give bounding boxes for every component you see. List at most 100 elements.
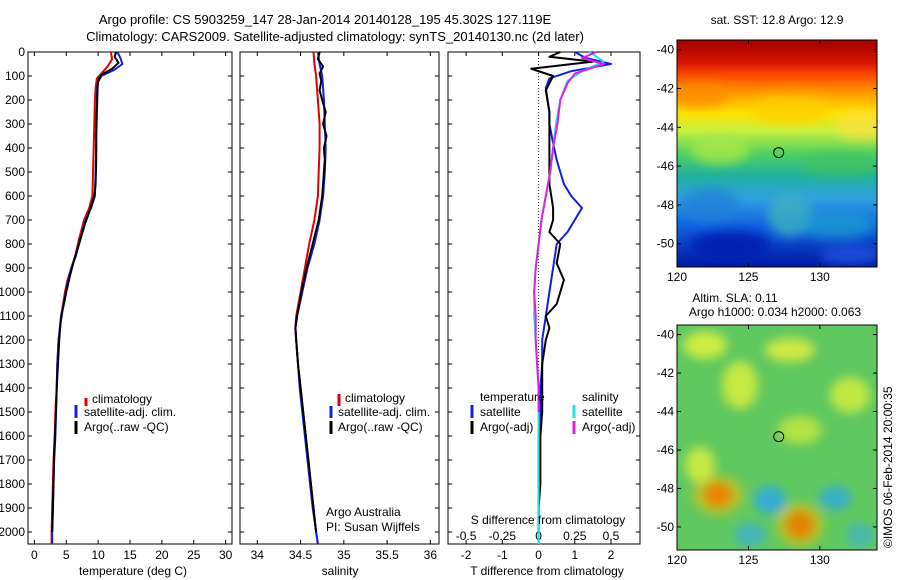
depth-tick-label: 1600	[0, 429, 25, 443]
argo-position-marker	[773, 431, 785, 443]
map-lat-label: -42	[657, 366, 675, 380]
diff-legend-temperature-title: temperature	[480, 390, 545, 404]
sla-low-patch-3	[734, 523, 766, 547]
salinity-axis-label: salinity	[322, 564, 359, 578]
difference-xtick-label: -2	[461, 548, 472, 562]
sla-map-frame	[676, 324, 878, 551]
difference-panel-frame	[447, 51, 641, 545]
map-lat-label: -44	[657, 405, 675, 419]
difference-xtick-label: 0	[535, 548, 542, 562]
depth-tick-label: 0	[18, 45, 25, 59]
s-difference-axis-label: S difference from climatology	[471, 513, 626, 527]
s-difference-tick-label: -0.5	[456, 529, 477, 543]
temperature-legend: climatology satellite-adj. clim. Argo(..…	[74, 392, 176, 434]
sal-legend-satellite-label: satellite-adj. clim.	[338, 405, 430, 419]
difference-legend: temperature satellite Argo(-adj) salinit…	[470, 390, 635, 434]
sla-low-patch-2	[819, 486, 851, 510]
depth-tick-label: 1100	[0, 309, 25, 323]
depth-tick-label: 200	[5, 93, 25, 107]
depth-tick-label: 1300	[0, 357, 25, 371]
map-lon-label: 120	[667, 270, 687, 284]
diff-legend-s-satellite-label: satellite	[582, 405, 623, 419]
sla-patch-5	[778, 416, 822, 444]
sla-patch-4	[830, 377, 870, 413]
map-lon-label: 125	[738, 553, 758, 567]
depth-tick-label: 700	[5, 213, 25, 227]
depth-tick-label: 900	[5, 261, 25, 275]
map-lat-label: -48	[657, 481, 675, 495]
map-lon-label: 125	[738, 270, 758, 284]
difference-series-group	[530, 51, 612, 544]
sst-warm-patch-1	[677, 83, 730, 107]
map-lat-label: -46	[657, 159, 675, 173]
sla-high-halo-1	[692, 475, 744, 515]
sla-low-patch-1	[754, 486, 786, 514]
temperature-xtick-label: 30	[219, 548, 233, 562]
difference-xtick-label: 2	[608, 548, 615, 562]
diff-legend-s-argo-label: Argo(-adj)	[582, 420, 635, 434]
s-difference-tick-label: 0.5	[603, 529, 620, 543]
map-lon-label: 120	[667, 553, 687, 567]
temperature-xtick-label: 15	[123, 548, 137, 562]
map-lat-label: -50	[657, 520, 675, 534]
depth-tick-label: 1400	[0, 381, 25, 395]
sla-heatmap	[677, 325, 877, 550]
salinity-panel-frame	[239, 51, 440, 545]
sst-cold-patch-2	[820, 245, 877, 265]
sla-heatmap-features	[683, 331, 874, 547]
map-lon-label: 130	[810, 553, 830, 567]
depth-tick-label: 600	[5, 189, 25, 203]
map-lat-label: -46	[657, 443, 675, 457]
series-line-argo-raw-qc-	[51, 51, 120, 533]
depth-tick-label: 2000	[0, 525, 25, 539]
depth-tick-label: 400	[5, 141, 25, 155]
salinity-xtick-label: 35.5	[375, 548, 399, 562]
sst-map-frame	[676, 39, 878, 268]
sst-warm-patch-2	[750, 96, 830, 124]
temperature-xtick-label: 25	[187, 548, 201, 562]
map-lat-label: -44	[657, 120, 675, 134]
sla-high-halo-2	[776, 503, 824, 547]
sst-cold-patch-1	[690, 231, 770, 259]
map-lat-label: -50	[657, 237, 675, 251]
depth-tick-label: 1200	[0, 333, 25, 347]
sst-mid-patch-2	[800, 153, 877, 177]
map-lon-label: 130	[810, 270, 830, 284]
map-lat-label: -48	[657, 198, 675, 212]
series-line-argo-raw-qc-	[294, 51, 328, 533]
temperature-xtick-label: 5	[63, 548, 70, 562]
sla-low-patch-4	[846, 523, 874, 547]
difference-xtick-label: -1	[497, 548, 508, 562]
salinity-series-group	[294, 51, 328, 545]
sst-cool-patch-1	[680, 189, 740, 221]
sst-heatmap-features	[677, 83, 877, 265]
legend-climatology-label: climatology	[92, 392, 152, 406]
sla-patch-6	[685, 447, 715, 483]
diff-legend-salinity-title: salinity	[582, 390, 619, 404]
sla-patch-3	[722, 361, 758, 409]
depth-tick-label: 1000	[0, 285, 25, 299]
figure-title-line2: Climatology: CARS2009. Satellite-adjuste…	[86, 29, 584, 44]
diff-legend-t-satellite-label: satellite	[480, 405, 521, 419]
depth-tick-label: 300	[5, 117, 25, 131]
depth-tick-label: 1900	[0, 501, 25, 515]
salinity-legend: climatology satellite-adj. clim. Argo(..…	[329, 391, 430, 434]
sla-patch-1	[683, 331, 727, 359]
depth-tick-label: 800	[5, 237, 25, 251]
salinity-xtick-label: 34.5	[289, 548, 313, 562]
sst-mid-patch-1	[690, 136, 750, 164]
temperature-xtick-label: 0	[31, 548, 38, 562]
legend-satellite-label: satellite-adj. clim.	[84, 405, 176, 419]
diff-legend-t-argo-label: Argo(-adj)	[480, 420, 533, 434]
temperature-series-group	[50, 51, 124, 544]
difference-xtick-label: 1	[571, 548, 578, 562]
sst-heatmap	[677, 40, 877, 267]
s-difference-tick-label: 0.25	[563, 529, 587, 543]
depth-tick-label: 1800	[0, 477, 25, 491]
temperature-panel-frame	[27, 51, 233, 545]
t-difference-axis-label: T difference from climatology	[470, 564, 624, 578]
sst-warm-patch-3	[835, 110, 877, 140]
salinity-xtick-label: 35	[337, 548, 351, 562]
temperature-axis-label: temperature (deg C)	[79, 564, 187, 578]
